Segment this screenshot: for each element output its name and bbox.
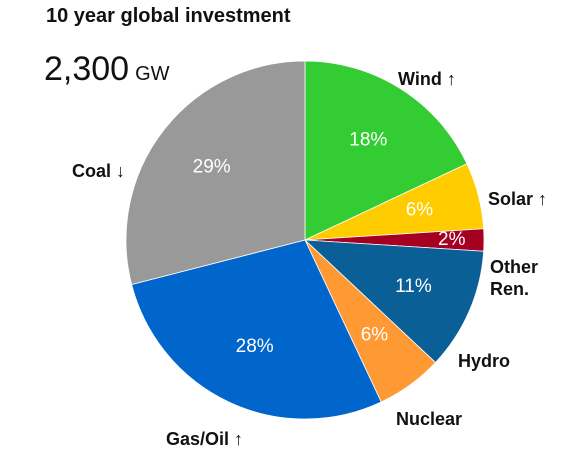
pie-slice xyxy=(125,60,306,286)
category-label: Hydro xyxy=(458,351,511,371)
pie-slice xyxy=(131,239,382,420)
category-label: Gas/Oil ↑ xyxy=(166,429,244,449)
value-label: 18% xyxy=(349,129,387,150)
category-label: Solar ↑ xyxy=(488,189,548,209)
category-label: Coal ↓ xyxy=(72,161,126,181)
value-label: 2% xyxy=(438,229,466,250)
total-unit: GW xyxy=(135,63,170,85)
total: 2,300 GW xyxy=(44,50,170,88)
chart-title: 10 year global investment xyxy=(46,5,291,27)
value-label: 29% xyxy=(193,157,231,178)
value-label: 11% xyxy=(395,276,432,297)
value-label: 28% xyxy=(236,336,274,357)
value-label: 6% xyxy=(406,200,434,221)
pie-slice xyxy=(304,60,468,241)
pie-slice xyxy=(303,239,485,364)
category-label: Other Ren. xyxy=(490,257,539,299)
total-value: 2,300 xyxy=(44,50,129,88)
category-label: Wind ↑ xyxy=(398,69,456,89)
category-label: Nuclear xyxy=(396,409,463,429)
value-label: 6% xyxy=(361,325,389,346)
